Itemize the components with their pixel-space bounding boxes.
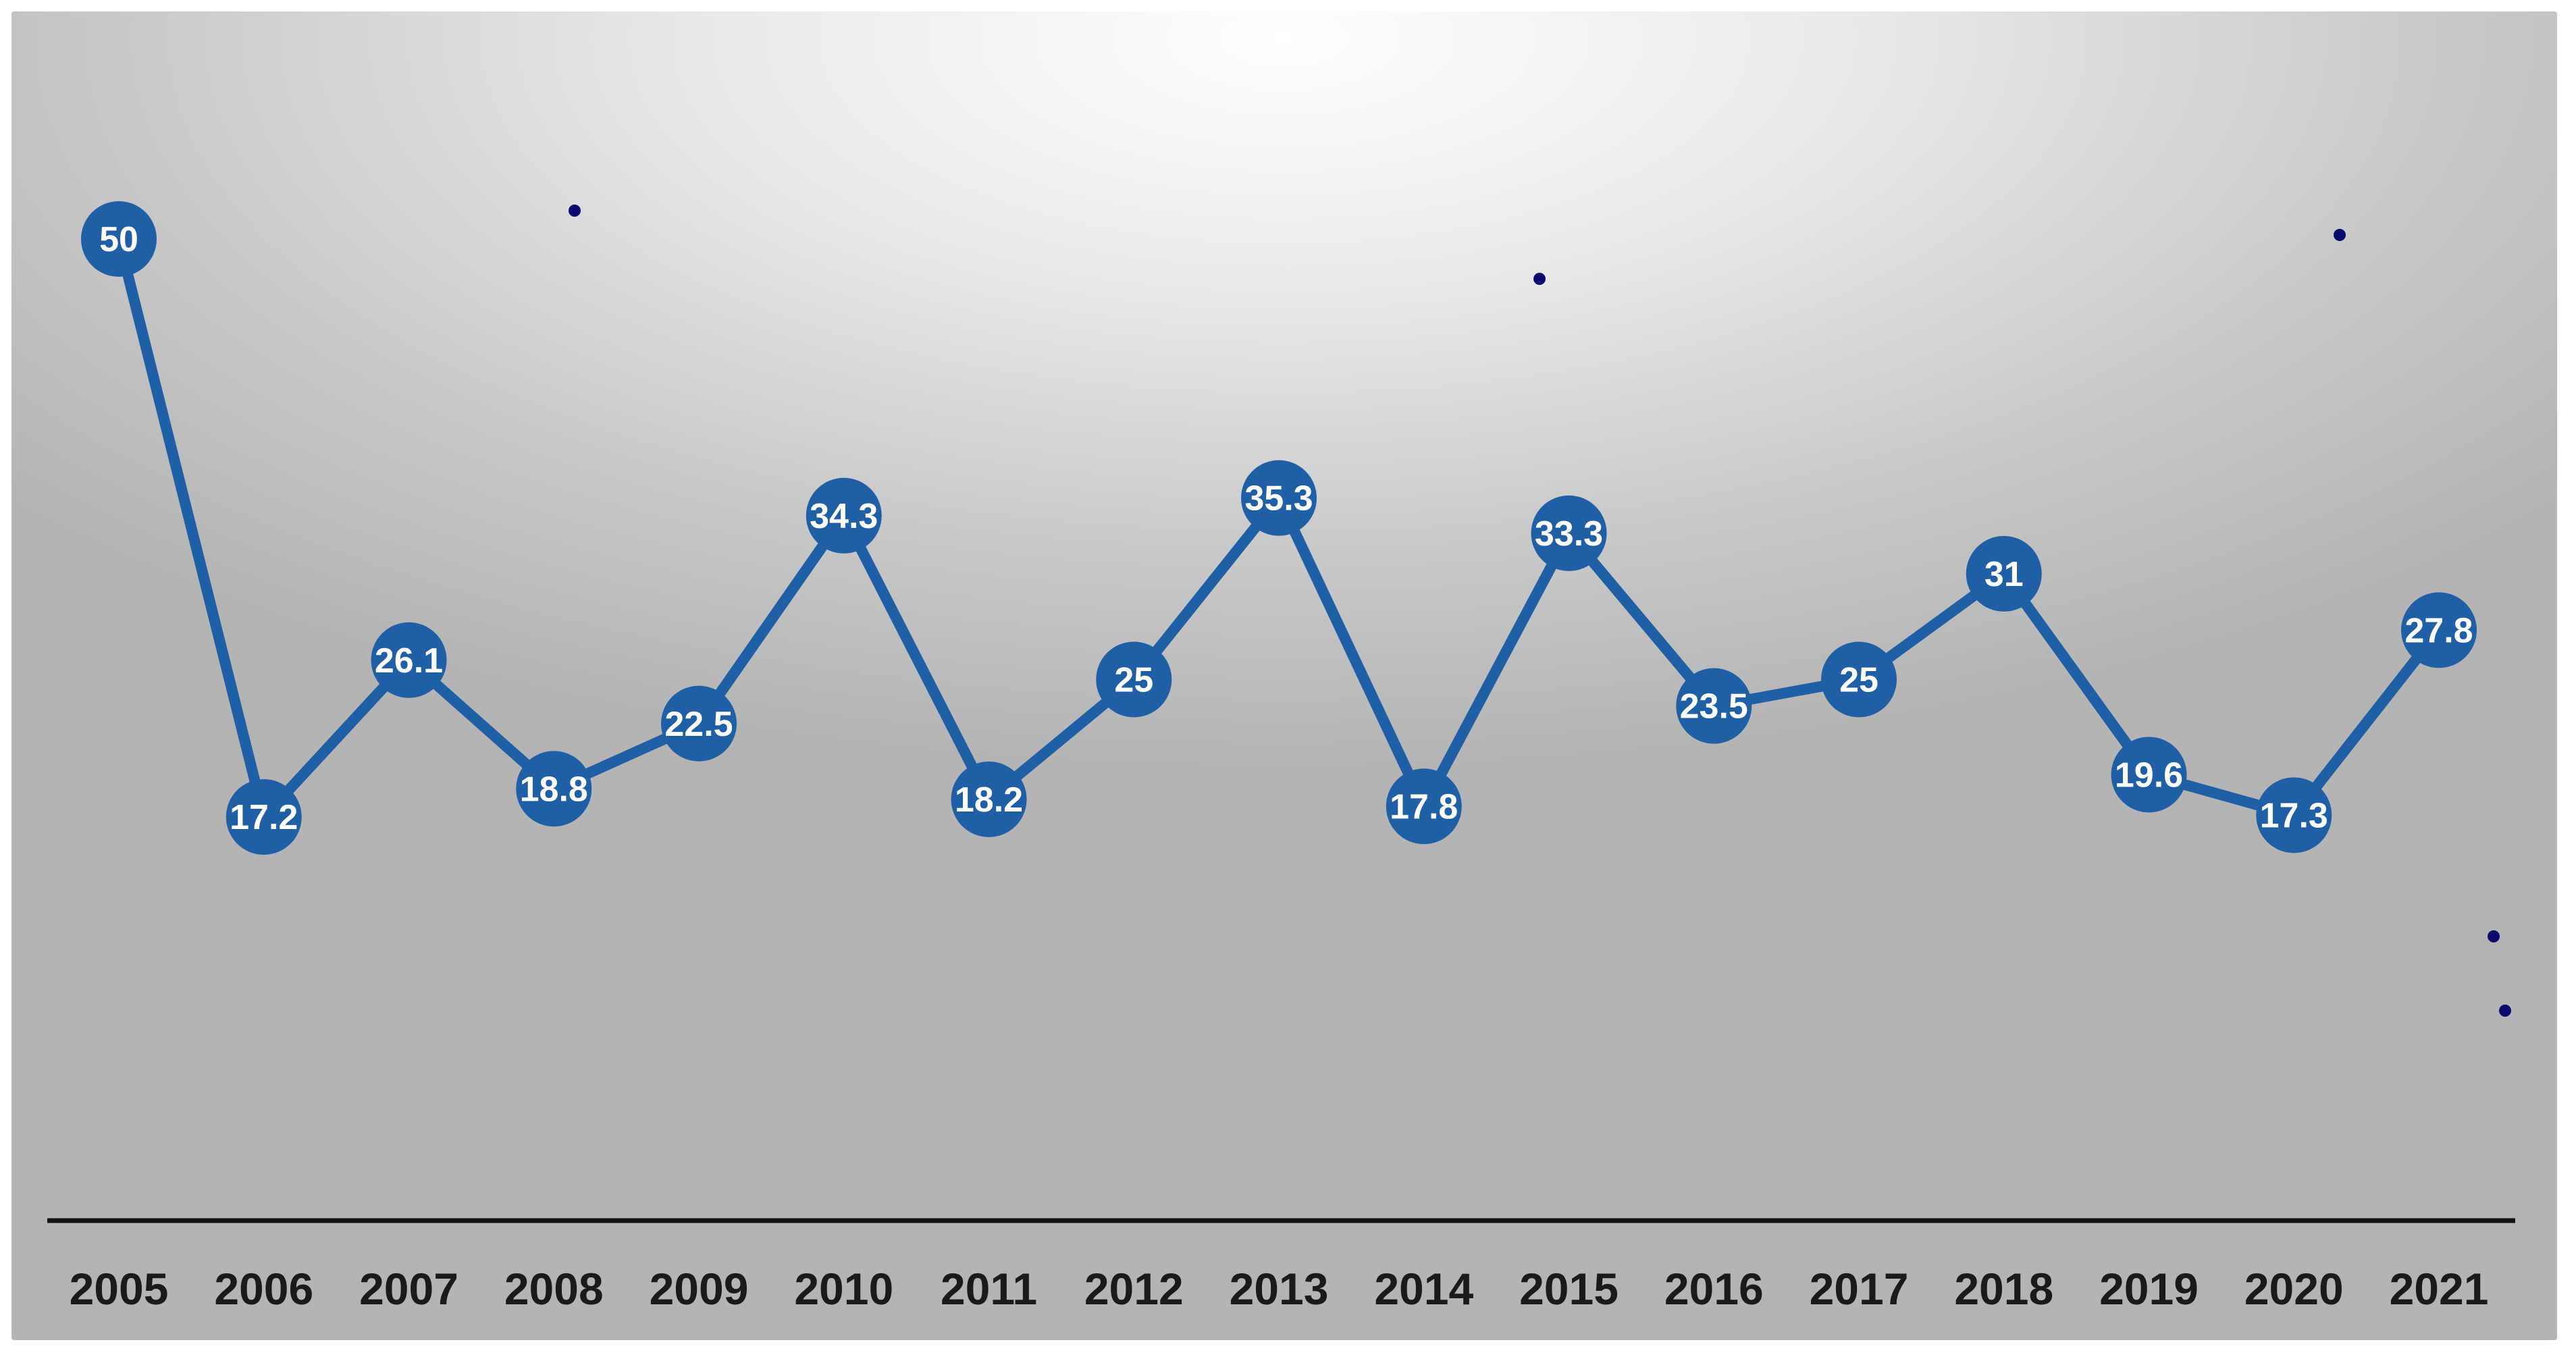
data-point-2007: 26.1 (371, 622, 447, 698)
x-tick-label: 2016 (1664, 1264, 1764, 1314)
data-label: 17.8 (1390, 787, 1458, 826)
data-label: 18.2 (955, 780, 1023, 820)
data-point-2009: 22.5 (661, 685, 737, 762)
data-point-2008: 18.8 (516, 751, 592, 827)
data-point-2018: 31 (1966, 535, 2042, 612)
data-marker (1386, 768, 1462, 845)
data-markers: 50 17.2 26.1 18.8 22.5 34.3 18.2 25 35.3 17.8 33.3… (81, 201, 2477, 855)
stray-dot (1533, 273, 1546, 285)
x-tick-label: 2009 (650, 1264, 749, 1314)
data-label: 33.3 (1535, 514, 1603, 554)
data-point-2005: 50 (81, 201, 157, 277)
data-label: 25 (1114, 661, 1153, 700)
data-marker (1676, 668, 1752, 744)
data-marker (1531, 495, 1607, 571)
data-point-2011: 18.2 (951, 761, 1027, 837)
data-label: 18.8 (520, 770, 588, 809)
x-tick-label: 2012 (1084, 1264, 1184, 1314)
stray-dot (569, 205, 581, 217)
data-marker (2111, 737, 2187, 813)
data-marker (1241, 460, 1317, 536)
x-tick-label: 2015 (1519, 1264, 1619, 1314)
stray-dot (2334, 229, 2346, 241)
data-point-2006: 17.2 (226, 779, 302, 855)
data-label: 17.3 (2260, 796, 2328, 835)
data-label: 22.5 (664, 705, 733, 744)
data-marker (2256, 777, 2332, 853)
x-tick-label: 2007 (359, 1264, 458, 1314)
data-marker (951, 761, 1027, 837)
x-tick-label: 2021 (2390, 1264, 2489, 1314)
data-marker (371, 622, 447, 698)
x-tick-label: 2014 (1374, 1264, 1473, 1314)
data-point-2017: 25 (1821, 641, 1897, 718)
data-label: 26.1 (375, 641, 443, 681)
x-tick-label: 2018 (1954, 1264, 2053, 1314)
x-tick-label: 2010 (794, 1264, 893, 1314)
x-tick-label: 2005 (70, 1264, 169, 1314)
data-label: 31 (1984, 555, 2024, 594)
x-tick-label: 2017 (1810, 1264, 1909, 1314)
data-point-2015: 33.3 (1531, 495, 1607, 571)
data-label: 17.2 (230, 798, 298, 837)
data-label: 27.8 (2404, 611, 2473, 650)
x-tick-label: 2020 (2244, 1264, 2344, 1314)
data-marker (81, 201, 157, 277)
data-point-2021: 27.8 (2401, 592, 2477, 668)
stray-dot (2488, 930, 2500, 942)
stray-dot (2499, 1005, 2511, 1017)
x-tick-label: 2013 (1230, 1264, 1329, 1314)
data-marker (1096, 641, 1172, 718)
data-point-2019: 19.6 (2111, 737, 2187, 813)
data-marker (2401, 592, 2477, 668)
data-point-2014: 17.8 (1386, 768, 1462, 845)
data-label: 23.5 (1680, 687, 1748, 726)
data-label: 25 (1839, 661, 1878, 700)
x-tick-label: 2006 (214, 1264, 313, 1314)
x-axis-ticks: 2005 2006 2007 2008 2009 2010 2011 2012 2013 2014… (70, 1264, 2489, 1314)
data-label: 19.6 (2115, 755, 2183, 795)
data-marker (226, 779, 302, 855)
data-marker (1821, 641, 1897, 718)
x-tick-label: 2011 (941, 1264, 1037, 1314)
data-point-2020: 17.3 (2256, 777, 2332, 853)
data-label: 35.3 (1244, 479, 1313, 518)
data-point-2013: 35.3 (1241, 460, 1317, 536)
data-point-2016: 23.5 (1676, 668, 1752, 744)
data-label: 50 (99, 220, 138, 259)
stray-dots (569, 205, 2511, 1017)
x-tick-label: 2008 (504, 1264, 604, 1314)
data-label: 34.3 (810, 497, 878, 536)
x-tick-label: 2019 (2099, 1264, 2199, 1314)
data-marker (516, 751, 592, 827)
data-marker (1966, 535, 2042, 612)
data-point-2010: 34.3 (806, 477, 882, 554)
data-point-2012: 25 (1096, 641, 1172, 718)
data-marker (661, 685, 737, 762)
data-marker (806, 477, 882, 554)
